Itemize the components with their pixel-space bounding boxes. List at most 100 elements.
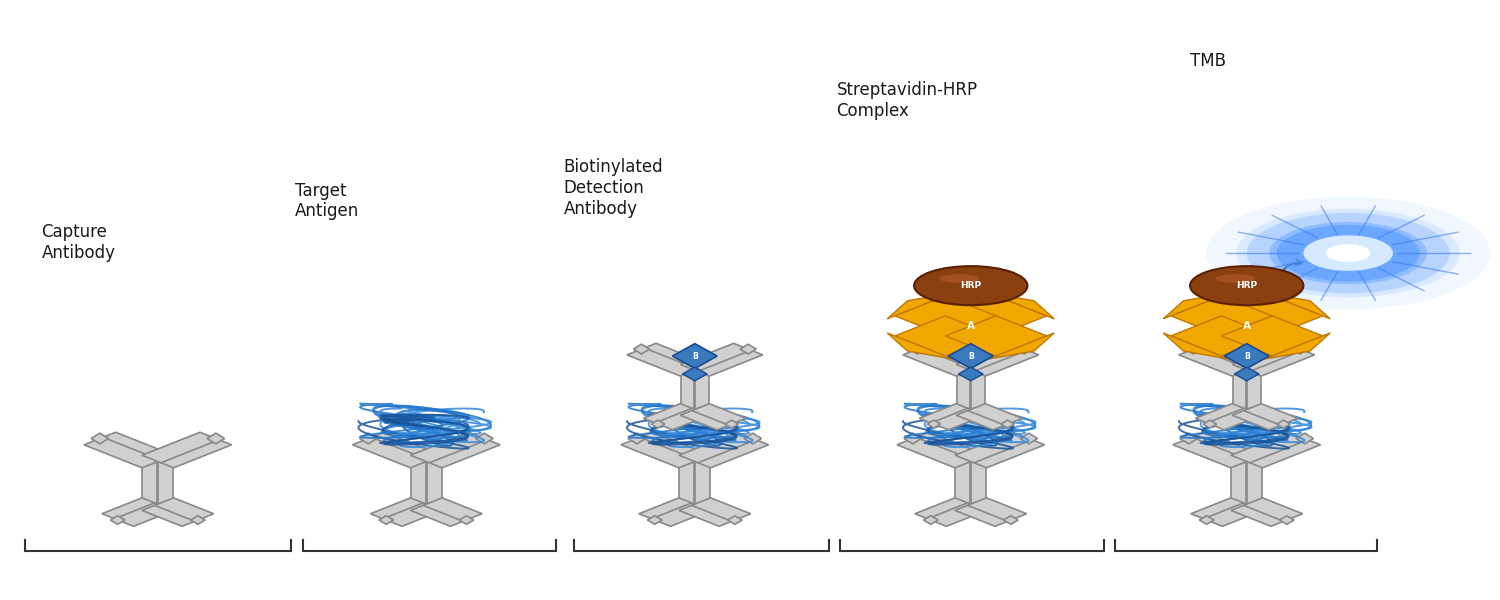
Polygon shape [1172, 296, 1272, 336]
Text: Target
Antigen: Target Antigen [296, 182, 360, 220]
Polygon shape [1203, 420, 1216, 428]
Polygon shape [370, 498, 429, 521]
Polygon shape [692, 404, 746, 425]
Polygon shape [352, 437, 429, 468]
Polygon shape [724, 420, 738, 428]
Polygon shape [956, 409, 1011, 430]
Polygon shape [968, 498, 1026, 521]
Circle shape [1326, 244, 1371, 262]
Polygon shape [924, 516, 938, 524]
Polygon shape [1276, 420, 1290, 428]
Polygon shape [1280, 516, 1294, 524]
Polygon shape [96, 432, 174, 463]
Polygon shape [1162, 333, 1228, 359]
Polygon shape [927, 420, 940, 428]
Polygon shape [633, 344, 650, 354]
Text: A: A [968, 321, 975, 331]
Polygon shape [681, 343, 752, 371]
Polygon shape [1000, 420, 1014, 428]
Polygon shape [159, 461, 172, 504]
Polygon shape [915, 498, 974, 521]
Polygon shape [1264, 293, 1330, 319]
Polygon shape [1234, 367, 1258, 381]
Circle shape [1246, 213, 1449, 293]
Text: Streptavidin-HRP
Complex: Streptavidin-HRP Complex [837, 81, 978, 120]
Polygon shape [1162, 293, 1228, 319]
Text: B: B [968, 352, 974, 361]
Polygon shape [1232, 503, 1290, 526]
Text: TMB: TMB [1190, 52, 1225, 70]
Polygon shape [680, 503, 738, 526]
Polygon shape [988, 293, 1054, 319]
Polygon shape [972, 461, 986, 504]
Polygon shape [111, 516, 125, 524]
Polygon shape [380, 516, 393, 524]
Polygon shape [1172, 316, 1272, 356]
Polygon shape [1191, 343, 1262, 371]
Polygon shape [968, 348, 1038, 376]
Text: Biotinylated
Detection
Antibody: Biotinylated Detection Antibody [564, 158, 663, 218]
Polygon shape [957, 370, 970, 409]
Ellipse shape [1215, 274, 1255, 283]
Polygon shape [84, 437, 160, 468]
Ellipse shape [939, 274, 980, 283]
Polygon shape [956, 461, 970, 504]
Polygon shape [1292, 344, 1308, 354]
Polygon shape [92, 433, 108, 444]
Polygon shape [968, 404, 1022, 425]
Polygon shape [896, 296, 996, 336]
Polygon shape [886, 293, 952, 319]
Polygon shape [1004, 516, 1019, 524]
Polygon shape [680, 461, 694, 504]
Polygon shape [1232, 432, 1308, 463]
Polygon shape [896, 316, 996, 356]
Polygon shape [692, 498, 750, 521]
Polygon shape [1221, 296, 1323, 336]
Polygon shape [1221, 316, 1323, 356]
Polygon shape [639, 498, 698, 521]
Polygon shape [740, 344, 756, 354]
Polygon shape [920, 404, 974, 425]
Polygon shape [190, 516, 206, 524]
Polygon shape [1244, 498, 1302, 521]
Ellipse shape [914, 266, 1028, 305]
Polygon shape [1224, 344, 1269, 368]
Polygon shape [945, 296, 1047, 336]
Polygon shape [1296, 433, 1314, 444]
Polygon shape [142, 503, 201, 526]
Polygon shape [633, 432, 711, 463]
Polygon shape [1191, 498, 1250, 521]
Polygon shape [102, 498, 160, 521]
Polygon shape [1244, 348, 1314, 376]
Polygon shape [988, 333, 1054, 359]
Polygon shape [903, 348, 974, 376]
Polygon shape [1248, 461, 1262, 504]
Polygon shape [648, 516, 662, 524]
Polygon shape [1196, 404, 1249, 425]
Polygon shape [142, 461, 158, 504]
Polygon shape [644, 404, 698, 425]
Circle shape [1206, 197, 1490, 310]
Polygon shape [1200, 516, 1214, 524]
Polygon shape [968, 437, 1044, 468]
Polygon shape [114, 503, 174, 526]
Polygon shape [728, 516, 742, 524]
Polygon shape [411, 503, 470, 526]
Polygon shape [423, 437, 500, 468]
Polygon shape [696, 461, 709, 504]
Polygon shape [154, 437, 231, 468]
Ellipse shape [1190, 266, 1304, 305]
Polygon shape [1208, 409, 1261, 430]
Polygon shape [1248, 370, 1262, 409]
Polygon shape [744, 433, 762, 444]
Polygon shape [207, 433, 225, 444]
Polygon shape [932, 409, 986, 430]
Text: HRP: HRP [960, 281, 981, 290]
Polygon shape [696, 370, 709, 409]
Text: B: B [1244, 352, 1250, 361]
Polygon shape [364, 432, 442, 463]
Text: B: B [692, 352, 698, 361]
Polygon shape [909, 344, 926, 354]
Polygon shape [682, 367, 706, 381]
Polygon shape [681, 370, 694, 409]
